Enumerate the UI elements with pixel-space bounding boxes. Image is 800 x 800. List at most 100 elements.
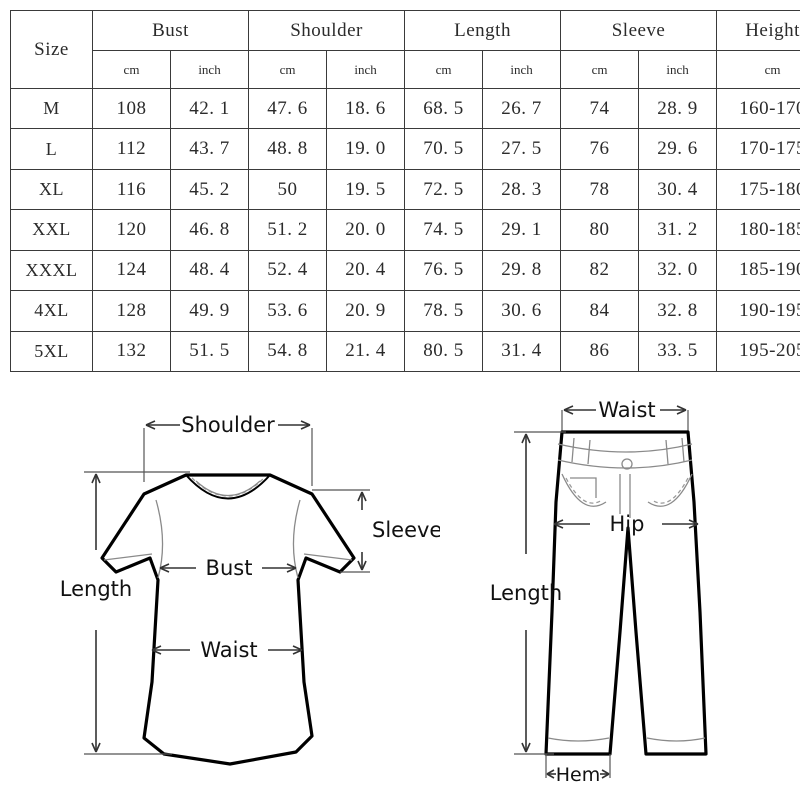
measurement-cell: 76. 5 — [404, 249, 484, 292]
measurement-cell: 30. 4 — [638, 168, 718, 211]
measurement-cell: 78 — [560, 168, 640, 211]
hem-dimension: Hem — [545, 754, 611, 786]
unit-header-height-cm: cm — [716, 50, 800, 89]
measurement-cell: 20. 0 — [326, 209, 406, 251]
hem-label: Hem — [556, 764, 601, 786]
measurement-cell: 160-170 — [716, 87, 800, 130]
measurement-cell: 54. 8 — [248, 330, 328, 373]
table-row: 4XL 128 49. 9 53. 6 20. 9 78. 5 30. 6 84 32. 8 19… — [10, 290, 800, 332]
column-header-bust: Bust — [91, 10, 250, 51]
measurement-cell: 32. 8 — [638, 290, 718, 332]
sleeve-label: Sleeve — [372, 518, 440, 542]
measurement-cell: 45. 2 — [169, 168, 250, 211]
measurement-cell: 53. 6 — [248, 290, 328, 332]
measurement-cell: 42. 1 — [169, 87, 250, 130]
collar-outer — [185, 474, 271, 500]
measurement-cell: 108 — [92, 87, 171, 130]
measurement-cell: 120 — [92, 209, 171, 251]
measurement-cell: 19. 0 — [326, 128, 406, 170]
measurement-cell: 180-185 — [716, 209, 800, 251]
unit-header-bust-cm: cm — [92, 50, 171, 89]
unit-header-length-inch: inch — [482, 50, 562, 89]
measurement-diagrams: Shoulder Length — [0, 382, 800, 800]
pocket-left-stitch — [565, 477, 603, 504]
measurement-cell: 80. 5 — [404, 330, 484, 373]
size-cell: 4XL — [10, 290, 93, 332]
hem-right — [646, 737, 706, 742]
size-cell: XL — [10, 168, 93, 211]
fly-stitching — [619, 474, 631, 518]
hip-label: Hip — [610, 512, 645, 536]
measurement-cell: 30. 6 — [482, 290, 562, 332]
column-header-size: Size — [10, 10, 93, 89]
size-cell: L — [10, 128, 93, 170]
measurement-cell: 52. 4 — [248, 249, 328, 292]
table-row: XXL 120 46. 8 51. 2 20. 0 74. 5 29. 1 80 31. 2 18… — [10, 209, 800, 251]
measurement-cell: 28. 3 — [482, 168, 562, 211]
unit-header-bust-inch: inch — [169, 50, 250, 89]
measurement-cell: 20. 9 — [326, 290, 406, 332]
crotch-seam — [619, 527, 637, 633]
measurement-cell: 51. 5 — [169, 330, 250, 373]
measurement-cell: 170-175 — [716, 128, 800, 170]
measurement-cell: 29. 6 — [638, 128, 718, 170]
size-cell: 5XL — [10, 330, 93, 373]
column-header-height: Height — [716, 10, 800, 51]
pocket-right-stitch — [651, 477, 689, 504]
table-row: 5XL 132 51. 5 54. 8 21. 4 80. 5 31. 4 86 33. 5 19… — [10, 330, 800, 373]
waist-label: Waist — [200, 638, 257, 662]
waistband-line-2 — [557, 459, 693, 469]
button-icon — [621, 458, 633, 470]
size-cell: M — [10, 87, 93, 130]
size-cell: XXL — [10, 209, 93, 251]
bust-label: Bust — [206, 556, 253, 580]
measurement-cell: 86 — [560, 330, 640, 373]
measurement-cell: 48. 8 — [248, 128, 328, 170]
measurement-cell: 32. 0 — [638, 249, 718, 292]
measurement-cell: 43. 7 — [169, 128, 250, 170]
column-header-sleeve: Sleeve — [560, 10, 718, 51]
pants-length-dimension: Length — [490, 431, 566, 755]
measurement-cell: 175-180 — [716, 168, 800, 211]
unit-header-shoulder-inch: inch — [326, 50, 406, 89]
size-chart-table-container: Size Bust Shoulder Length Sleeve Height … — [10, 10, 800, 373]
pants-waist-dimension: Waist — [563, 398, 687, 422]
sleeve-dimension: Sleeve — [312, 489, 440, 573]
belt-loop-right — [665, 437, 685, 465]
measurement-cell: 26. 7 — [482, 87, 562, 130]
belt-loop-left — [571, 437, 591, 465]
tshirt-diagram: Shoulder Length — [60, 413, 440, 766]
measurement-cell: 48. 4 — [169, 249, 250, 292]
measurement-cell: 68. 5 — [404, 87, 484, 130]
bust-dimension: Bust — [159, 556, 297, 580]
measurement-cell: 50 — [248, 168, 328, 211]
armhole-right — [292, 499, 301, 579]
size-chart-table: Size Bust Shoulder Length Sleeve Height … — [10, 10, 800, 373]
measurement-cell: 112 — [92, 128, 171, 170]
shoulder-dimension: Shoulder — [145, 413, 311, 437]
pocket-left-detail — [570, 477, 597, 498]
unit-header-sleeve-inch: inch — [638, 50, 718, 89]
tshirt-outline — [100, 473, 356, 766]
table-row: XL 116 45. 2 50 19. 5 72. 5 28. 3 78 30. 4 175-18… — [10, 168, 800, 211]
measurement-cell: 72. 5 — [404, 168, 484, 211]
measurement-cell: 84 — [560, 290, 640, 332]
unit-header-sleeve-cm: cm — [560, 50, 640, 89]
measurement-cell: 185-190 — [716, 249, 800, 292]
measurement-cell: 78. 5 — [404, 290, 484, 332]
length-dimension: Length — [60, 471, 190, 755]
measurement-cell: 21. 4 — [326, 330, 406, 373]
measurement-cell: 18. 6 — [326, 87, 406, 130]
waist-dimension: Waist — [151, 638, 303, 662]
measurement-cell: 132 — [92, 330, 171, 373]
pocket-left — [561, 473, 607, 507]
measurement-cell: 28. 9 — [638, 87, 718, 130]
column-header-length: Length — [404, 10, 562, 51]
table-row: L 112 43. 7 48. 8 19. 0 70. 5 27. 5 76 29. 6 170-… — [10, 128, 800, 170]
pants-waist-label: Waist — [598, 398, 655, 422]
cuff-right — [303, 553, 353, 561]
size-cell: XXXL — [10, 249, 93, 292]
measurement-cell: 124 — [92, 249, 171, 292]
measurement-cell: 80 — [560, 209, 640, 251]
